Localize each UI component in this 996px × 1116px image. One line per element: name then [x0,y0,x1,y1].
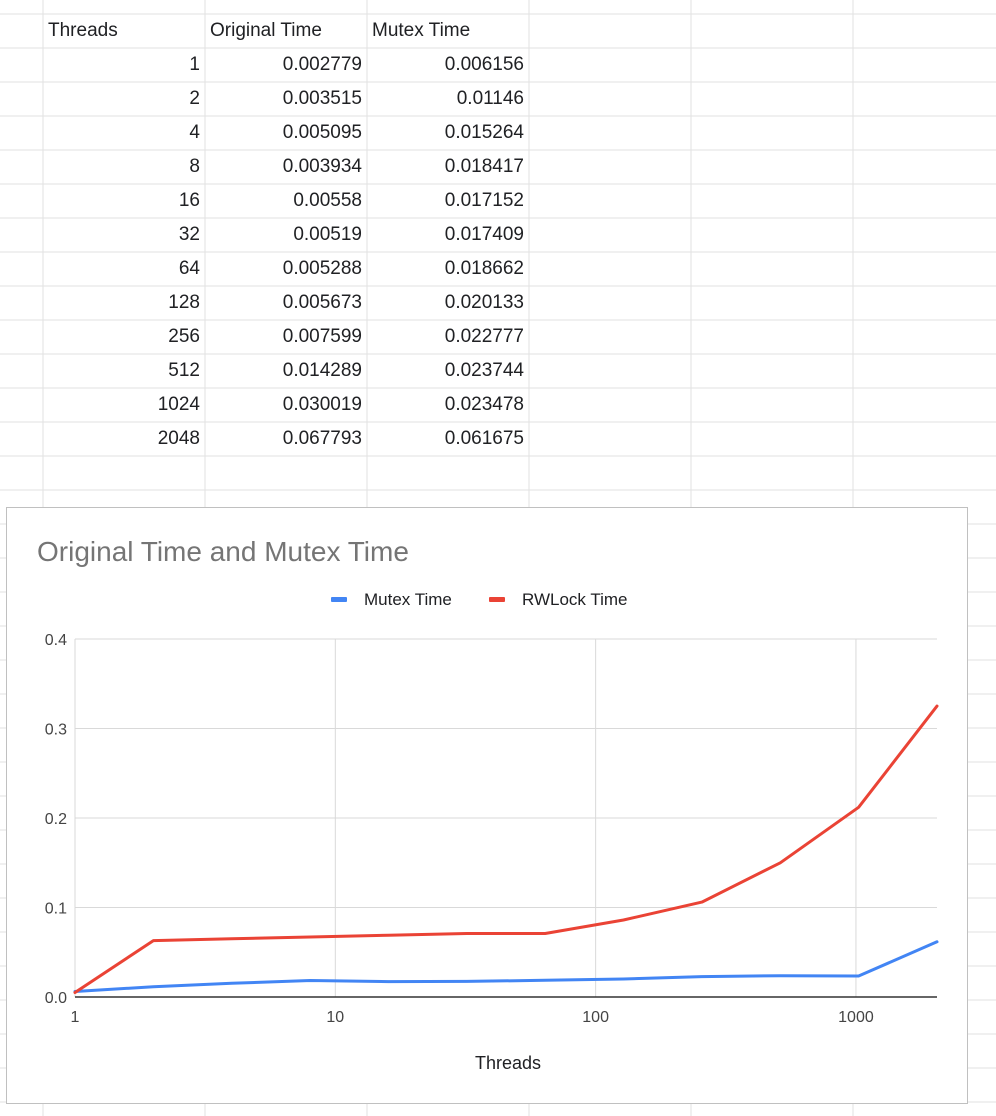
header-cell-original-time[interactable]: Original Time [210,20,322,41]
cell-mutex-time[interactable]: 0.017152 [444,190,524,211]
cell-original-time[interactable]: 0.014289 [282,360,362,381]
cell-threads[interactable]: 32 [178,224,200,245]
cell-threads[interactable]: 16 [178,190,200,211]
header-cell-mutex-time[interactable]: Mutex Time [372,20,471,41]
x-tick-label: 100 [582,1009,609,1026]
cell-threads[interactable]: 2048 [157,428,200,449]
cell-original-time[interactable]: 0.002779 [282,54,362,75]
chart-title: Original Time and Mutex Time [37,536,409,567]
y-tick-label: 0.3 [45,722,67,739]
cell-threads[interactable]: 512 [168,360,200,381]
cell-original-time[interactable]: 0.003515 [282,88,362,109]
header-cell-threads[interactable]: Threads [48,20,118,41]
cell-mutex-time[interactable]: 0.023744 [444,360,524,381]
y-tick-label: 0.2 [45,811,67,828]
y-tick-label: 0.0 [45,990,67,1007]
cell-threads[interactable]: 1 [189,54,200,75]
cell-mutex-time[interactable]: 0.015264 [444,122,524,143]
cell-original-time[interactable]: 0.067793 [282,428,362,449]
x-axis-title: Threads [475,1053,541,1073]
chart[interactable]: Original Time and Mutex Time 0.0 0.1 0.2 0.… [6,507,968,1104]
cell-threads[interactable]: 64 [178,258,200,279]
x-tick-label: 10 [326,1009,344,1026]
x-tick-label: 1 [71,1009,80,1026]
cell-original-time[interactable]: 0.005095 [282,122,362,143]
chart-plot: 0.0 0.1 0.2 0.3 0.4 1 10 100 1000 Threads Mutex Ti… [45,590,939,1073]
cell-mutex-time[interactable]: 0.018417 [444,156,524,177]
cell-threads[interactable]: 256 [168,326,200,347]
cell-mutex-time[interactable]: 0.018662 [444,258,524,279]
y-tick-label: 0.4 [45,632,67,649]
cell-threads[interactable]: 4 [189,122,200,143]
legend-label[interactable]: Mutex Time [364,590,452,609]
legend-swatch [489,597,505,602]
cell-mutex-time[interactable]: 0.022777 [444,326,524,347]
cell-original-time[interactable]: 0.003934 [282,156,362,177]
cell-original-time[interactable]: 0.005288 [282,258,362,279]
cell-original-time[interactable]: 0.007599 [282,326,362,347]
legend-swatch [331,597,347,602]
series-line-rwlock-time[interactable] [73,704,939,994]
cell-threads[interactable]: 1024 [157,394,200,415]
cell-original-time[interactable]: 0.030019 [282,394,362,415]
cell-original-time[interactable]: 0.005673 [282,292,362,313]
series-line-mutex-time[interactable] [73,940,939,993]
cell-threads[interactable]: 2 [189,88,200,109]
cell-threads[interactable]: 8 [189,156,200,177]
cell-mutex-time[interactable]: 0.006156 [444,54,524,75]
cell-mutex-time[interactable]: 0.020133 [444,292,524,313]
cell-mutex-time[interactable]: 0.061675 [444,428,524,449]
cell-mutex-time[interactable]: 0.023478 [444,394,524,415]
cell-threads[interactable]: 128 [168,292,200,313]
cell-mutex-time[interactable]: 0.01146 [456,88,524,109]
y-tick-label: 0.1 [45,901,67,918]
spreadsheet[interactable]: Threads Original Time Mutex Time 1 0.002779 0… [0,0,996,470]
cell-original-time[interactable]: 0.00519 [293,224,362,245]
legend-label[interactable]: RWLock Time [522,590,628,609]
cell-original-time[interactable]: 0.00558 [293,190,362,211]
cell-mutex-time[interactable]: 0.017409 [444,224,524,245]
x-tick-label: 1000 [838,1009,874,1026]
